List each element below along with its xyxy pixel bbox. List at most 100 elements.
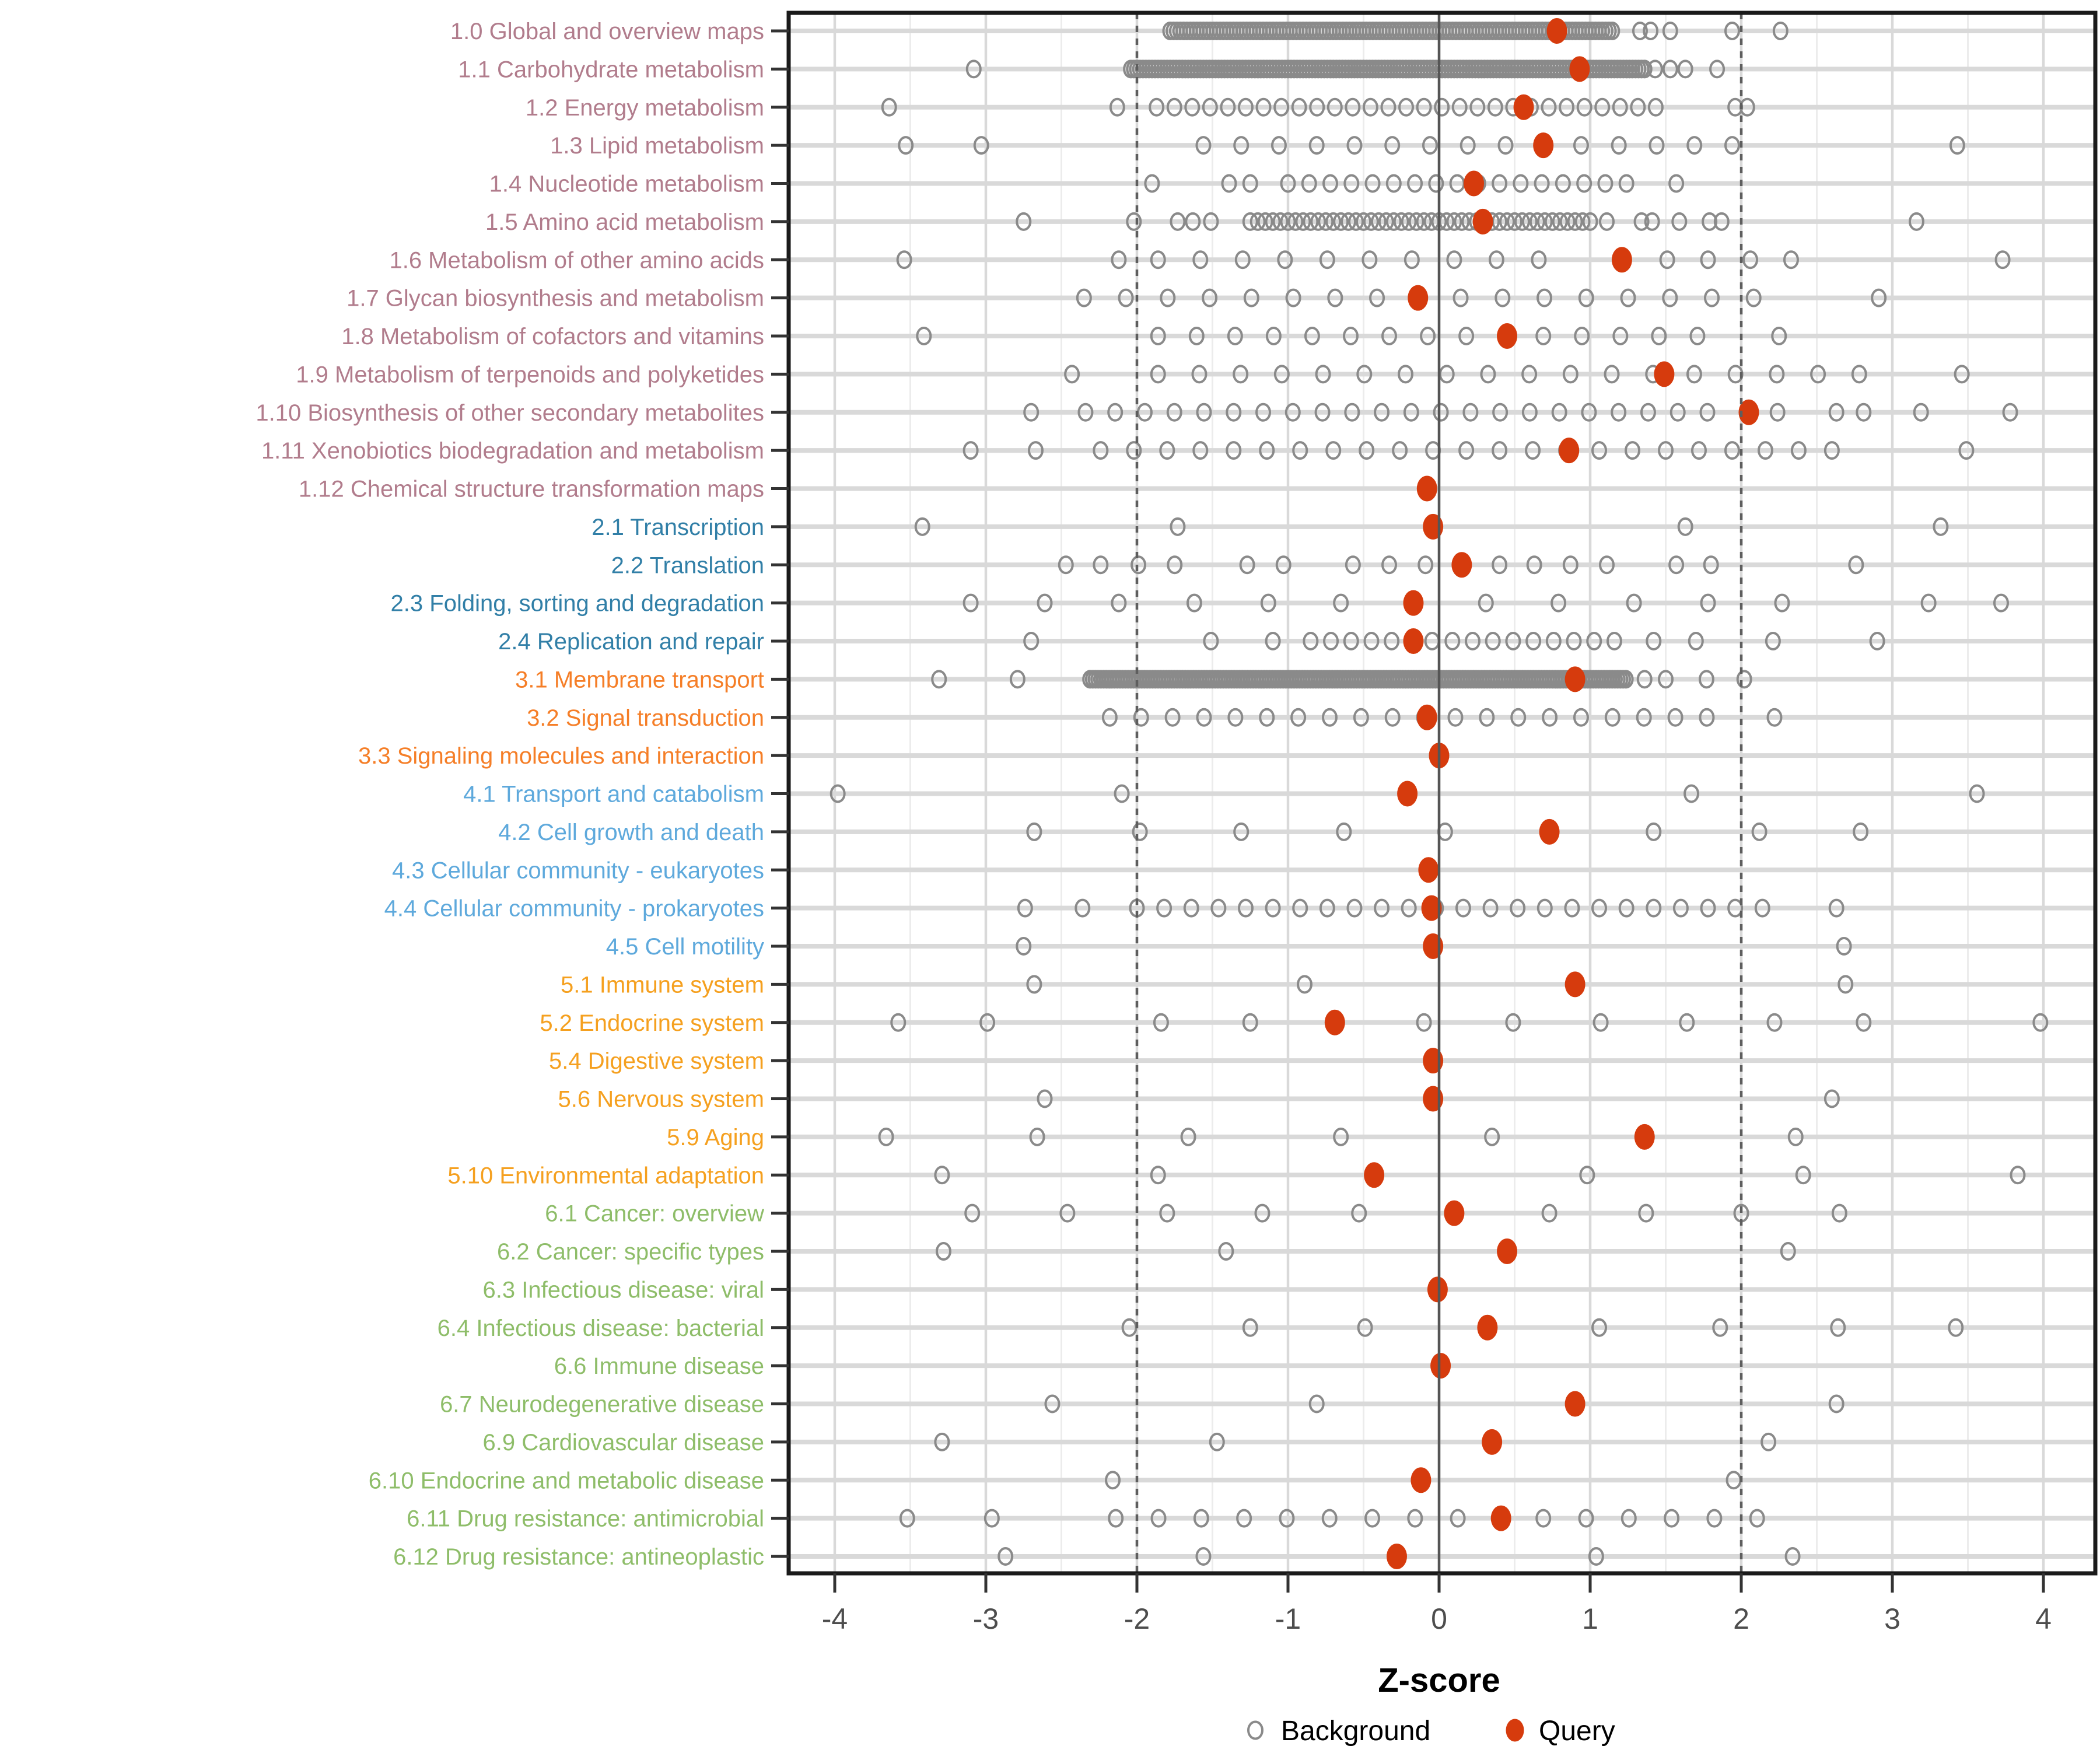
query-point (1482, 1429, 1503, 1455)
background-point (1150, 1509, 1167, 1528)
background-point (1487, 97, 1503, 117)
background-point (1824, 441, 1840, 460)
background-point (1058, 555, 1074, 575)
background-point (1611, 403, 1627, 422)
background-point (1664, 1509, 1680, 1528)
background-point (998, 1547, 1014, 1566)
background-point (1226, 403, 1242, 422)
background-point (1351, 1203, 1367, 1223)
background-point (1362, 97, 1378, 117)
category-label: 6.2 Cancer: specific types (497, 1239, 764, 1265)
background-point (1323, 632, 1339, 650)
background-point (1183, 898, 1199, 918)
query-point (1539, 818, 1560, 845)
category-label: 5.1 Immune system (561, 972, 764, 998)
background-point (1363, 632, 1380, 650)
x-tick-label: -1 (1275, 1602, 1301, 1635)
background-point (830, 784, 846, 803)
background-point (1690, 441, 1707, 460)
background-point (1544, 212, 1560, 231)
background-point (1521, 403, 1538, 422)
category-label: 5.10 Environmental adaptation (447, 1163, 764, 1188)
background-point (1513, 174, 1529, 193)
background-point (1250, 212, 1266, 231)
x-tick-label: 0 (1431, 1602, 1447, 1635)
background-point (1403, 403, 1419, 422)
background-point (1363, 212, 1379, 231)
background-point (1494, 288, 1511, 307)
legend-background-label: Background (1281, 1716, 1430, 1747)
background-point (1646, 898, 1662, 918)
background-point (1242, 212, 1258, 231)
query-point (1451, 552, 1472, 578)
query-point (1444, 1200, 1465, 1226)
background-point (1790, 441, 1807, 460)
query-point (1564, 971, 1586, 998)
category-label: 1.12 Chemical structure transformation m… (299, 477, 764, 502)
background-point (1111, 250, 1127, 270)
background-point (1202, 97, 1218, 117)
category-label: 1.9 Metabolism of terpenoids and polyket… (296, 362, 764, 387)
background-point (1659, 250, 1675, 270)
background-point (1745, 288, 1762, 307)
background-point (1093, 555, 1109, 575)
background-point (1027, 441, 1044, 460)
background-point (1333, 593, 1349, 613)
category-label: 4.2 Cell growth and death (498, 820, 764, 845)
background-point (1428, 174, 1444, 193)
background-point (1485, 632, 1501, 650)
background-point (1836, 937, 1852, 956)
background-point (1545, 632, 1562, 650)
background-point (1451, 97, 1468, 117)
background-point (1455, 898, 1471, 918)
category-label: 6.3 Infectious disease: viral (483, 1277, 764, 1303)
background-point (1582, 212, 1598, 231)
background-point (1499, 212, 1516, 231)
background-point (1591, 441, 1608, 460)
background-point (1703, 555, 1719, 575)
background-point (1760, 1432, 1777, 1451)
background-point (1308, 1394, 1325, 1413)
background-point (1356, 365, 1373, 384)
background-point (1620, 288, 1636, 307)
background-point (1618, 670, 1634, 689)
background-point (1348, 212, 1364, 231)
background-point (1452, 288, 1469, 307)
background-point (1321, 1509, 1338, 1528)
background-point (1254, 1203, 1270, 1223)
background-point (1393, 212, 1409, 231)
background-point (1949, 136, 1965, 155)
x-tick-label: -2 (1124, 1602, 1150, 1635)
background-point (1285, 288, 1301, 307)
background-point (1856, 403, 1872, 422)
background-point (1521, 212, 1538, 231)
background-point (1026, 822, 1042, 841)
background-point (1301, 174, 1317, 193)
background-point (1638, 1203, 1654, 1223)
background-point (1598, 212, 1615, 231)
background-point (1450, 1509, 1466, 1528)
background-point (1340, 212, 1357, 231)
background-point (1310, 212, 1326, 231)
background-point (1536, 212, 1553, 231)
background-point (916, 327, 932, 345)
background-point (1433, 403, 1449, 422)
category-label: 6.12 Drug resistance: antineoplastic (393, 1544, 764, 1570)
category-label: 1.10 Biosynthesis of other secondary met… (256, 400, 764, 426)
background-point (1727, 898, 1744, 918)
background-point (1126, 212, 1142, 231)
background-point (1668, 174, 1685, 193)
category-label: 1.7 Glycan biosynthesis and metabolism (346, 286, 764, 312)
background-point (1118, 288, 1134, 307)
background-point (1662, 60, 1678, 79)
background-point (1574, 212, 1591, 231)
category-label: 6.1 Cancer: overview (545, 1201, 764, 1227)
background-point (1259, 441, 1275, 460)
background-point (1308, 136, 1325, 155)
background-point (1698, 670, 1714, 689)
query-point (1497, 1238, 1518, 1264)
background-point (1542, 708, 1558, 727)
category-label: 2.3 Folding, sorting and degradation (391, 591, 764, 617)
background-point (1954, 365, 1970, 384)
background-point (1259, 708, 1275, 727)
